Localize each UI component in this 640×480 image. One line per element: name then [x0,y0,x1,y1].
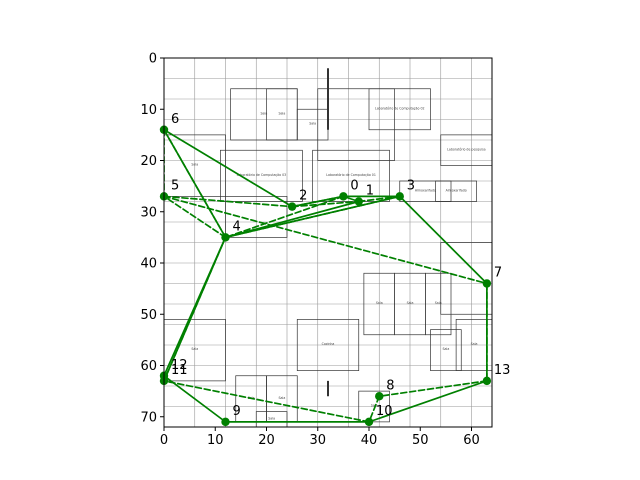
route-edge-dashed [164,195,488,285]
route-node-7 [482,279,492,288]
node-label-13: 13 [494,363,511,378]
room-label: Sala [442,347,449,351]
floor-plan-rooms: Sala Sala Sala Laboratório de Computação 02… [164,68,492,427]
floor-room [164,319,226,382]
room-label: Sala [278,111,285,115]
node-label-8: 8 [386,378,394,393]
route-edge-dashed [357,195,401,203]
node-label-6: 6 [171,112,179,127]
route-edge-dashed [224,195,345,239]
room-label: Sala [435,301,442,305]
route-edge-dashed [291,200,360,208]
node-label-10: 10 [376,404,393,419]
x-axis-ticks: 0 10 20 30 40 50 60 [160,427,480,448]
route-edge-dashed [164,195,293,208]
room-label: Sala [371,404,378,408]
y-tick-label: 70 [140,410,157,425]
y-axis-ticks: 0 10 20 30 40 50 60 70 [140,52,164,425]
route-node-1 [354,197,363,206]
room-label: Almoxarifado [415,188,436,192]
x-tick-label: 10 [207,433,224,448]
route-node-0 [339,192,348,201]
floor-room [455,319,492,371]
route-edge-solid [164,128,293,208]
y-tick-label: 60 [140,359,157,374]
node-label-12: 12 [171,358,188,373]
room-label: Sala [191,163,198,167]
route-edge-dashed [378,380,488,398]
node-label-2: 2 [299,189,307,204]
node-label-1: 1 [366,184,374,199]
floor-room [255,411,288,427]
room-label: Laboratório de Computação 03 [237,173,287,177]
room-label: Sala [261,111,268,115]
route-edge-dashed [164,195,227,239]
room-label: Sala [268,416,275,420]
floor-room [430,329,462,371]
room-label: Cozinha [322,342,335,346]
node-label-4: 4 [233,219,241,234]
node-label-0: 0 [350,178,358,193]
floor-room [164,134,226,197]
room-label: Laboratório de pesquisa [447,147,486,151]
floor-room [317,88,395,161]
route-node-2 [287,202,297,211]
floor-room [296,319,360,371]
room-label: Sala [191,347,198,351]
route-edge-dashed [224,195,401,239]
y-tick-label: 10 [140,103,157,118]
floor-room [440,134,492,166]
route-node-13 [482,376,492,386]
route-edge-dashed [164,380,370,423]
room-label: Sala [376,301,383,305]
route-edge-dashed [164,128,227,239]
node-label-7: 7 [494,266,502,281]
x-tick-label: 60 [463,433,480,448]
floor-room [440,242,492,315]
node-label-5: 5 [171,178,179,193]
y-tick-label: 50 [140,308,157,323]
floor-room [368,88,431,131]
node-label-9: 9 [233,404,241,419]
x-tick-label: 0 [160,433,168,448]
y-tick-label: 0 [149,52,157,67]
route-edge-solid [398,195,488,285]
floor-room [220,149,303,202]
route-edge-dashed [291,195,345,208]
x-tick-label: 50 [412,433,429,448]
x-tick-label: 20 [258,433,275,448]
node-label-3: 3 [407,178,415,193]
y-tick-label: 20 [140,154,157,169]
room-label: Sala [278,396,285,400]
route-node-3 [395,192,404,201]
room-label: Laboratório de Computação 02 [375,106,425,110]
floor-room [435,180,477,202]
y-tick-label: 30 [140,205,157,220]
room-label: Sala [309,122,316,126]
route-edge-dashed [164,236,227,382]
plot-frame [163,57,493,428]
floor-plan-background: Sala Sala Sala Laboratório de Computação 02… [164,58,492,427]
y-tick-label: 40 [140,257,157,272]
route-node-10 [364,417,374,427]
route-edges [164,128,488,423]
route-node-4 [221,233,230,242]
floor-room [358,390,390,423]
x-tick-label: 30 [309,433,326,448]
floor-room [425,272,452,336]
floor-room [399,180,452,202]
route-node-9 [221,417,230,427]
route-edge-dashed [368,395,381,423]
room-label: Sala [407,301,414,305]
node-label-11: 11 [171,363,188,378]
room-label: Almoxarifado [446,188,467,192]
route-node-8 [375,392,384,401]
x-tick-label: 40 [361,433,378,448]
room-label: Laboratório de Computação 01 [326,173,376,177]
route-edge-solid [368,380,488,423]
room-label: Sala [471,342,478,346]
